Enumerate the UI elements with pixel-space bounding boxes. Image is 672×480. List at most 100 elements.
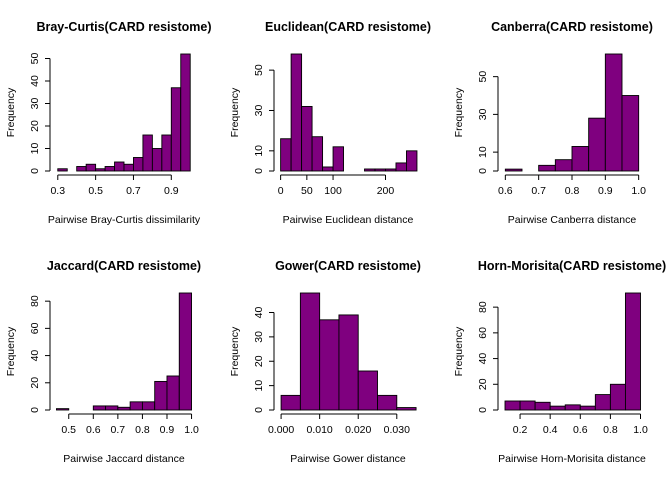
histogram-bar bbox=[166, 375, 180, 411]
x-tick-label: 0.000 bbox=[268, 424, 294, 436]
y-tick-label: 0 bbox=[253, 168, 265, 174]
x-tick-label: 0.010 bbox=[307, 424, 333, 436]
histogram-bar bbox=[76, 166, 87, 172]
histogram-bar bbox=[594, 394, 611, 411]
histogram-panel-4: Jaccard(CARD resistome) 0.5 0.6 0.7 0.8 0.9 1.… bbox=[5, 259, 201, 465]
x-tick-label: 1.0 bbox=[184, 424, 199, 436]
x-tick-label: 0.6 bbox=[86, 424, 101, 436]
chart-title: Gower(CARD resistome) bbox=[275, 259, 421, 273]
x-tick-label: 0.020 bbox=[345, 424, 371, 436]
y-tick-label: 80 bbox=[29, 295, 41, 307]
x-tick-label: 0.9 bbox=[160, 424, 175, 436]
histogram-bar bbox=[504, 400, 521, 411]
chart-title: Horn-Morisita(CARD resistome) bbox=[478, 259, 666, 273]
histogram-bar bbox=[311, 136, 324, 172]
y-axis-label: Frequency bbox=[5, 87, 17, 137]
x-tick-label: 0 bbox=[278, 185, 284, 197]
y-tick-label: 30 bbox=[29, 98, 41, 110]
histogram-bar bbox=[141, 401, 156, 411]
histogram-bar bbox=[604, 53, 623, 172]
histogram-bar bbox=[322, 166, 334, 172]
histogram-bar bbox=[621, 95, 640, 172]
x-tick-label: 0.9 bbox=[598, 185, 613, 197]
histogram-bar bbox=[338, 314, 359, 411]
y-tick-label: 0 bbox=[477, 168, 489, 174]
histogram-bar bbox=[534, 401, 551, 411]
x-axis-label: Pairwise Jaccard distance bbox=[63, 453, 185, 465]
histogram-bar bbox=[385, 168, 397, 172]
histogram-bar bbox=[554, 159, 573, 172]
x-tick-label: 0.7 bbox=[111, 424, 126, 436]
histogram-bar bbox=[57, 168, 68, 172]
histogram-bar bbox=[123, 163, 134, 172]
histogram-bar bbox=[396, 407, 417, 411]
x-tick-label: 1.0 bbox=[633, 424, 648, 436]
y-tick-label: 30 bbox=[477, 108, 489, 120]
histogram-bar bbox=[161, 134, 172, 172]
histogram-bar bbox=[280, 394, 301, 411]
histogram-bar bbox=[377, 394, 398, 411]
x-tick-label: 0.2 bbox=[513, 424, 528, 436]
histogram-bar bbox=[571, 146, 590, 172]
histogram-bar bbox=[56, 408, 70, 411]
y-tick-label: 10 bbox=[253, 380, 265, 392]
histogram-bar bbox=[104, 166, 115, 172]
histogram-bar bbox=[374, 168, 386, 172]
x-tick-label: 0.3 bbox=[50, 185, 65, 197]
histogram-bar bbox=[280, 138, 292, 172]
histogram-bar bbox=[151, 148, 163, 172]
y-tick-label: 10 bbox=[253, 145, 265, 157]
histogram-bar bbox=[624, 292, 641, 411]
histogram-bar bbox=[92, 405, 107, 411]
histogram-bar bbox=[538, 164, 556, 172]
histogram-bar bbox=[406, 150, 418, 172]
x-tick-label: 0.4 bbox=[543, 424, 558, 436]
y-tick-label: 0 bbox=[477, 407, 489, 413]
x-axis-label: Pairwise Canberra distance bbox=[508, 214, 637, 226]
y-tick-label: 80 bbox=[477, 301, 489, 313]
histogram-bar bbox=[609, 383, 626, 411]
y-tick-label: 40 bbox=[253, 307, 265, 319]
x-tick-label: 0.6 bbox=[573, 424, 588, 436]
histogram-bar bbox=[519, 400, 536, 411]
y-tick-label: 30 bbox=[253, 104, 265, 116]
histogram-bar bbox=[588, 117, 606, 172]
histogram-bar bbox=[154, 380, 168, 411]
y-axis-label: Frequency bbox=[229, 326, 241, 376]
histogram-panel-1: Bray-Curtis(CARD resistome) 0.3 0.5 0.7 0.9 0… bbox=[5, 20, 212, 226]
chart-title: Jaccard(CARD resistome) bbox=[47, 259, 201, 273]
y-tick-label: 10 bbox=[477, 146, 489, 158]
histogram-bar bbox=[299, 292, 321, 411]
histogram-panel-2: Euclidean(CARD resistome) 0 50 100 200 0 10 30 5… bbox=[229, 20, 431, 226]
y-tick-label: 30 bbox=[253, 331, 265, 343]
x-tick-label: 0.7 bbox=[531, 185, 546, 197]
x-tick-label: 100 bbox=[324, 185, 342, 197]
y-tick-label: 20 bbox=[29, 120, 41, 132]
x-tick-label: 0.8 bbox=[135, 424, 150, 436]
x-tick-label: 50 bbox=[301, 185, 313, 197]
histogram-panel-3: Canberra(CARD resistome) 0.6 0.7 0.8 0.9 1.0 0… bbox=[453, 20, 653, 226]
chart-title: Bray-Curtis(CARD resistome) bbox=[36, 20, 211, 34]
x-axis-label: Pairwise Gower distance bbox=[290, 453, 406, 465]
histogram-bar bbox=[142, 134, 153, 172]
histogram-bar bbox=[105, 405, 119, 411]
histogram-bar bbox=[95, 168, 106, 172]
histogram-bar bbox=[504, 168, 523, 172]
histogram-bar bbox=[364, 168, 376, 172]
x-tick-label: 0.5 bbox=[88, 185, 103, 197]
x-tick-label: 0.7 bbox=[126, 185, 141, 197]
y-tick-label: 50 bbox=[253, 64, 265, 76]
y-tick-label: 40 bbox=[477, 353, 489, 365]
y-tick-label: 40 bbox=[29, 75, 41, 87]
y-tick-label: 10 bbox=[29, 143, 41, 155]
y-tick-label: 20 bbox=[477, 378, 489, 390]
y-axis-label: Frequency bbox=[5, 326, 17, 376]
x-tick-label: 0.8 bbox=[603, 424, 618, 436]
histogram-bar bbox=[357, 370, 378, 411]
y-tick-label: 60 bbox=[29, 322, 41, 334]
x-tick-label: 1.0 bbox=[631, 185, 646, 197]
histogram-bar bbox=[290, 53, 303, 172]
histogram-bar bbox=[564, 404, 581, 411]
y-tick-label: 0 bbox=[29, 168, 41, 174]
